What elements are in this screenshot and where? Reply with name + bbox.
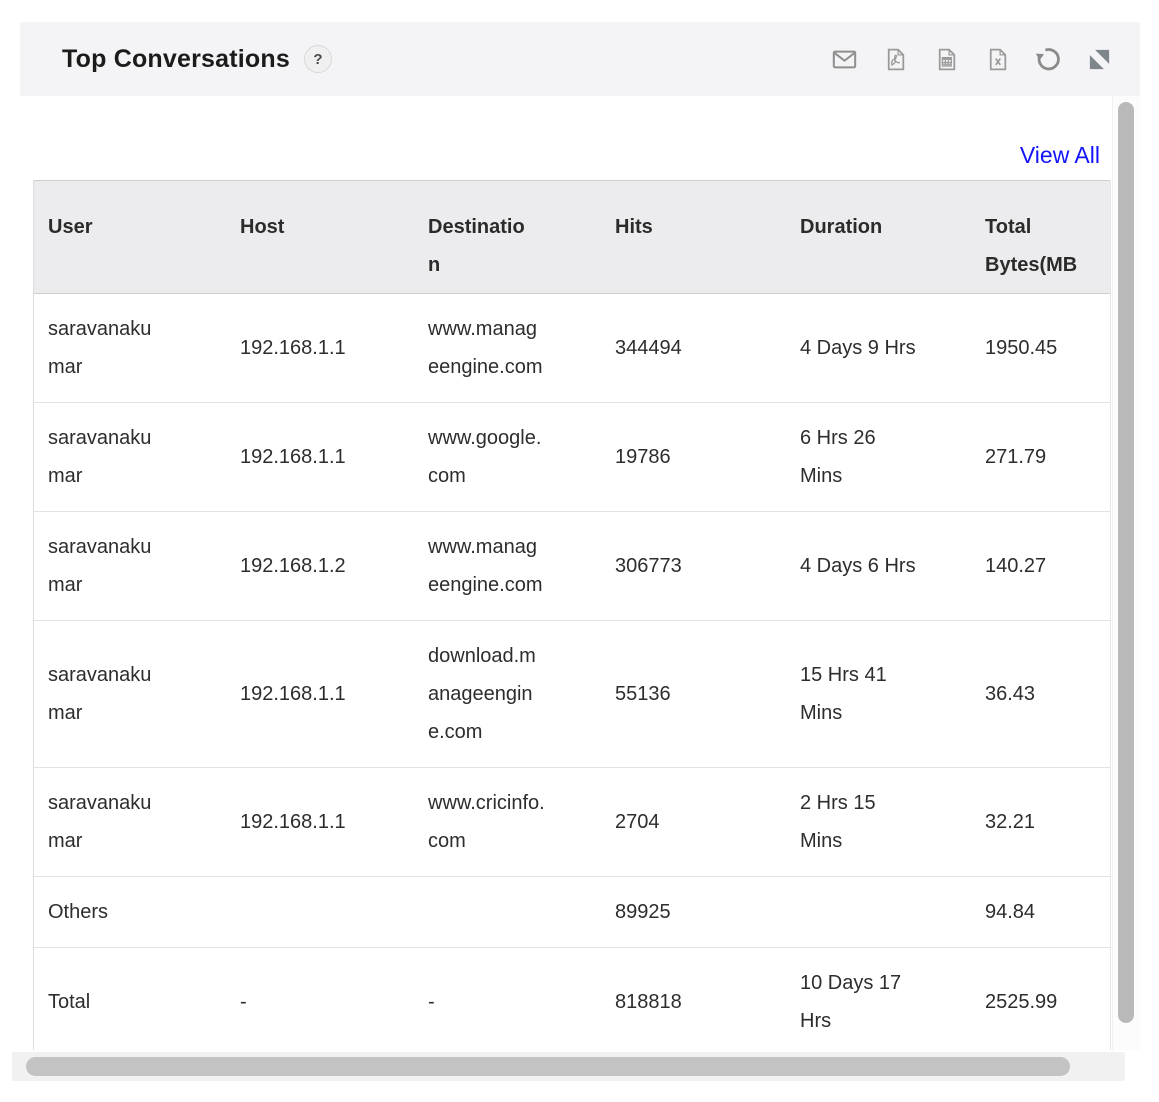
cell-total-bytes: 140.27 xyxy=(971,512,1111,621)
cell-total-bytes: 36.43 xyxy=(971,621,1111,768)
cell-host: 192.168.1.1 xyxy=(226,294,414,403)
cell-user: saravanakumar xyxy=(34,768,226,877)
cell-host: 192.168.1.2 xyxy=(226,512,414,621)
cell-hits: 55136 xyxy=(601,621,786,768)
cell-duration xyxy=(786,877,971,948)
expand-icon xyxy=(1089,49,1110,70)
conversations-table: User Host Destination Hits Duration Tota… xyxy=(34,180,1111,1050)
cell-hits: 2704 xyxy=(601,768,786,877)
cell-user: saravanakumar xyxy=(34,294,226,403)
expand-button[interactable] xyxy=(1085,45,1113,73)
conversations-table-viewport: User Host Destination Hits Duration Tota… xyxy=(33,180,1111,1050)
cell-total-bytes: 271.79 xyxy=(971,403,1111,512)
csv-export-button[interactable] xyxy=(932,45,960,73)
column-header-user: User xyxy=(34,181,226,294)
refresh-button[interactable] xyxy=(1034,45,1062,73)
cell-total-bytes: 2525.99 xyxy=(971,948,1111,1051)
cell-user: saravanakumar xyxy=(34,403,226,512)
table-row: saravanakumar 192.168.1.1 download.manag… xyxy=(34,621,1111,768)
cell-destination: www.manageengine.com xyxy=(414,512,601,621)
cell-total-bytes: 94.84 xyxy=(971,877,1111,948)
cell-host: 192.168.1.1 xyxy=(226,403,414,512)
table-row: saravanakumar 192.168.1.1 www.cricinfo.c… xyxy=(34,768,1111,877)
cell-user: saravanakumar xyxy=(34,621,226,768)
cell-destination: www.cricinfo.com xyxy=(414,768,601,877)
cell-destination: download.manageengine.com xyxy=(414,621,601,768)
cell-user: Total xyxy=(34,948,226,1051)
top-conversations-widget: Top Conversations ? xyxy=(0,0,1159,1102)
column-header-destination: Destination xyxy=(414,181,601,294)
widget-toolbar xyxy=(830,45,1113,73)
cell-destination: www.google.com xyxy=(414,403,601,512)
cell-destination: - xyxy=(414,948,601,1051)
email-button[interactable] xyxy=(830,45,858,73)
view-all-link[interactable]: View All xyxy=(1020,142,1100,169)
cell-duration: 15 Hrs 41 Mins xyxy=(786,621,971,768)
cell-user: saravanakumar xyxy=(34,512,226,621)
cell-hits: 19786 xyxy=(601,403,786,512)
cell-hits: 89925 xyxy=(601,877,786,948)
cell-destination: www.manageengine.com xyxy=(414,294,601,403)
column-header-hits: Hits xyxy=(601,181,786,294)
excel-export-icon xyxy=(985,47,1010,72)
cell-duration: 10 Days 17 Hrs xyxy=(786,948,971,1051)
cell-host: 192.168.1.1 xyxy=(226,621,414,768)
cell-hits: 344494 xyxy=(601,294,786,403)
table-row-others: Others 89925 94.84 xyxy=(34,877,1111,948)
pdf-export-button[interactable] xyxy=(881,45,909,73)
column-header-duration: Duration xyxy=(786,181,971,294)
excel-export-button[interactable] xyxy=(983,45,1011,73)
widget-header: Top Conversations ? xyxy=(20,22,1140,96)
column-header-host: Host xyxy=(226,181,414,294)
cell-hits: 306773 xyxy=(601,512,786,621)
cell-host xyxy=(226,877,414,948)
pdf-export-icon xyxy=(883,47,908,72)
cell-host: - xyxy=(226,948,414,1051)
table-row: saravanakumar 192.168.1.1 www.manageengi… xyxy=(34,294,1111,403)
cell-duration: 6 Hrs 26 Mins xyxy=(786,403,971,512)
refresh-icon xyxy=(1034,45,1062,73)
help-icon[interactable]: ? xyxy=(304,45,332,73)
cell-user: Others xyxy=(34,877,226,948)
table-row: saravanakumar 192.168.1.1 www.google.com… xyxy=(34,403,1111,512)
cell-hits: 818818 xyxy=(601,948,786,1051)
table-row: saravanakumar 192.168.1.2 www.manageengi… xyxy=(34,512,1111,621)
table-row-total: Total - - 818818 10 Days 17 Hrs 2525.99 xyxy=(34,948,1111,1051)
cell-destination xyxy=(414,877,601,948)
table-header-row: User Host Destination Hits Duration Tota… xyxy=(34,181,1111,294)
email-icon xyxy=(831,46,858,73)
cell-duration: 4 Days 6 Hrs xyxy=(786,512,971,621)
cell-total-bytes: 1950.45 xyxy=(971,294,1111,403)
cell-host: 192.168.1.1 xyxy=(226,768,414,877)
csv-export-icon xyxy=(934,47,959,72)
page-title: Top Conversations xyxy=(62,45,290,74)
cell-total-bytes: 32.21 xyxy=(971,768,1111,877)
column-header-total-bytes: Total Bytes(MB xyxy=(971,181,1111,294)
cell-duration: 4 Days 9 Hrs xyxy=(786,294,971,403)
horizontal-scrollbar-thumb[interactable] xyxy=(26,1057,1070,1076)
cell-duration: 2 Hrs 15 Mins xyxy=(786,768,971,877)
vertical-scrollbar-thumb[interactable] xyxy=(1118,102,1134,1023)
